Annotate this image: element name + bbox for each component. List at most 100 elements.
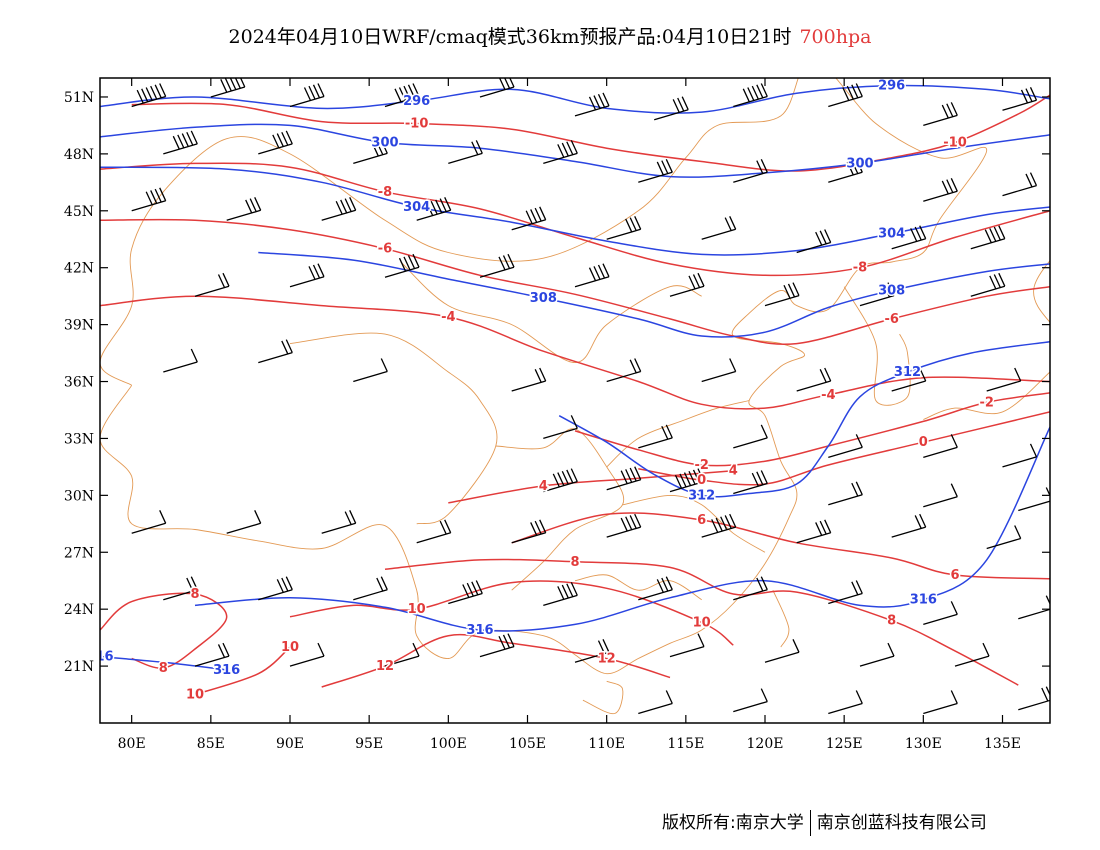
wind-barb — [701, 513, 737, 538]
border-line — [574, 574, 702, 601]
wind-barb — [384, 642, 420, 667]
wind-barb — [828, 690, 863, 715]
wind-barb — [163, 130, 198, 155]
temperature-contour-label: 6 — [697, 513, 706, 528]
wind-barb — [796, 367, 832, 392]
wind-barb — [638, 424, 673, 449]
temperature-contour-line — [100, 218, 1050, 345]
temperature-contour-label: -10 — [405, 117, 429, 132]
height-contours — [100, 84, 1050, 671]
border-line — [100, 385, 576, 659]
height-contour-label: 312 — [894, 365, 921, 380]
height-contour-line — [194, 426, 1050, 632]
border-line — [622, 494, 766, 553]
lon-tick-label: 80E — [118, 736, 146, 752]
wind-barb — [606, 358, 642, 383]
wind-barb — [511, 206, 547, 231]
wind-barb — [543, 415, 578, 440]
height-contour-line — [100, 123, 1050, 178]
height-contour-label: 316 — [466, 623, 493, 638]
wind-barb — [859, 642, 895, 667]
temperature-contour-label: -2 — [694, 458, 708, 473]
temperature-contour-label: -10 — [943, 136, 967, 151]
temperature-contour-label: 0 — [697, 473, 706, 488]
country-borders — [100, 78, 1050, 715]
lat-tick-label: 21N — [64, 659, 94, 675]
temperature-contour-line — [321, 633, 671, 688]
wind-barb — [479, 633, 515, 658]
lat-tick-label: 33N — [64, 431, 94, 447]
wind-barb — [416, 519, 452, 544]
wind-barb — [448, 140, 483, 165]
height-contour-label: 316 — [910, 593, 937, 608]
wind-barb — [226, 197, 262, 221]
height-contour-label: 316 — [213, 663, 240, 678]
temperature-contour-line — [511, 512, 1050, 580]
wind-barb — [828, 580, 863, 605]
wind-barb — [638, 576, 673, 601]
wind-barb — [131, 83, 167, 108]
height-contour-line — [100, 655, 227, 671]
wind-barb — [384, 253, 420, 278]
border-line — [843, 286, 911, 406]
temperature-contour-line — [131, 94, 1050, 172]
wind-barb — [543, 582, 578, 607]
temperature-contour-label: 8 — [887, 614, 896, 629]
wind-barb — [891, 513, 927, 538]
wind-barb — [923, 483, 958, 508]
wind-barb — [764, 639, 800, 663]
wind-barb — [796, 519, 832, 544]
wind-barb — [131, 510, 167, 534]
lon-tick-label: 120E — [747, 736, 784, 752]
wind-barb — [733, 83, 768, 108]
lat-tick-label: 30N — [64, 488, 94, 504]
temperature-contour-label: 6 — [950, 568, 959, 583]
wind-barb — [543, 140, 578, 165]
lat-tick-label: 36N — [64, 375, 94, 391]
wind-barb — [289, 83, 325, 108]
lon-tick-label: 115E — [667, 736, 704, 752]
wind-barb — [891, 225, 927, 250]
wind-barb — [764, 282, 800, 307]
wind-barb — [701, 358, 737, 383]
temperature-contour-line — [100, 592, 228, 669]
wind-barb — [289, 642, 325, 667]
height-contour-label: 312 — [688, 488, 715, 503]
wind-barb — [574, 92, 610, 117]
temperature-contour-label: 8 — [570, 555, 579, 570]
wind-barb — [210, 78, 246, 98]
wind-barb — [416, 197, 452, 221]
temperature-contour-label: 12 — [376, 659, 394, 674]
title-text: 2024年04月10日WRF/cmaq模式36km预报产品:04月10日21时 — [228, 26, 792, 48]
height-contour-label: 300 — [846, 156, 873, 171]
wind-barb — [638, 159, 673, 183]
lat-tick-label: 48N — [64, 147, 94, 163]
temperature-contour-label: -4 — [441, 310, 455, 325]
wind-barb — [733, 576, 768, 601]
lon-tick-label: 105E — [509, 736, 546, 752]
temperature-contour-label: 10 — [281, 640, 299, 655]
wind-barb — [923, 601, 958, 626]
wind-barb — [321, 197, 357, 221]
temperature-contour-label: -2 — [979, 395, 993, 410]
wind-barb — [574, 639, 610, 663]
temperature-contour-label: -6 — [378, 242, 392, 257]
temperature-contour-label: 8 — [159, 661, 168, 676]
lat-tick-label: 45N — [64, 204, 94, 220]
border-line — [772, 590, 790, 648]
wind-barb — [384, 83, 420, 108]
wind-barb — [448, 580, 483, 605]
wind-barb — [574, 263, 610, 288]
temperature-contour-line — [384, 558, 1019, 686]
contour-labels: -10-10-8-8-6-6-4-4-2-2004466888810101010… — [100, 78, 995, 704]
temperature-contour-line — [574, 392, 1050, 467]
wind-barb — [163, 576, 198, 601]
height-contour-label: 304 — [878, 227, 905, 242]
wind-barb — [828, 434, 863, 459]
wind-barb — [733, 159, 768, 183]
wind-barb — [1002, 87, 1038, 111]
lat-tick-label: 24N — [64, 602, 94, 618]
lon-tick-label: 85E — [197, 736, 225, 752]
lon-tick-label: 90E — [276, 736, 304, 752]
